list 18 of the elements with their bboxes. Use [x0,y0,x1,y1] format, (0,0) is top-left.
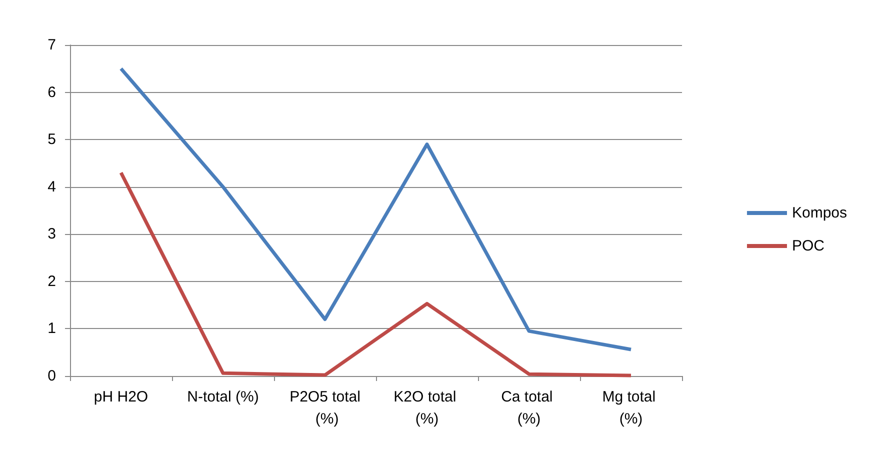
y-tick-label: 4 [48,178,56,196]
x-tick-label: Ca total (%) [501,388,557,428]
legend-label: POC [792,238,825,254]
x-tick-label: P2O5 total (%) [290,388,360,428]
x-tick-label: K2O total (%) [394,388,460,428]
y-tick-label: 0 [48,368,56,384]
x-tick-label: pH H2O [94,388,148,406]
line-series [119,66,633,352]
y-tick-label: 5 [48,131,56,148]
line-series [119,170,633,378]
legend-label: Kompos [792,204,848,222]
y-tick-label: 6 [48,84,56,101]
y-tick-label: 2 [48,272,56,290]
y-tick-label: 3 [48,226,56,243]
x-tick-label: Mg total (%) [602,388,660,428]
y-tick-label: 7 [48,36,56,54]
y-tick-label: 1 [48,320,56,338]
x-tick-label: N-total (%) [187,388,259,406]
